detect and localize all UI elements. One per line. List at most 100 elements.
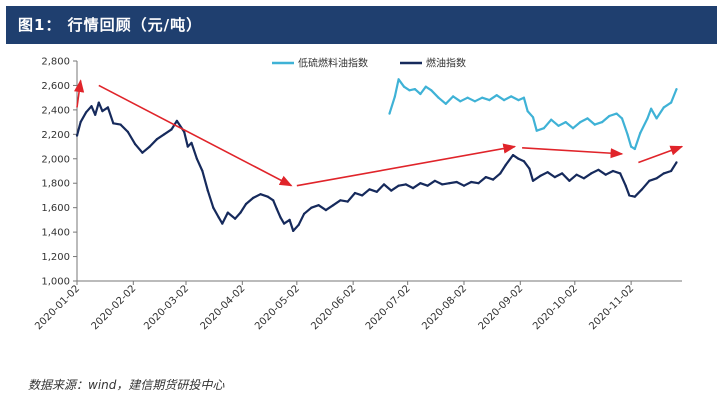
- data-point: [662, 106, 665, 109]
- series-1: [75, 101, 678, 232]
- data-point: [650, 107, 653, 110]
- data-point: [462, 184, 466, 187]
- data-point: [190, 141, 193, 144]
- data-point: [630, 145, 633, 148]
- data-point: [195, 157, 198, 160]
- x-tick-label: 2020-06-02: [309, 283, 358, 332]
- data-point: [163, 133, 166, 136]
- data-point: [368, 188, 371, 191]
- data-point: [424, 85, 427, 88]
- data-point: [106, 106, 109, 109]
- x-tick-label: 2020-11-02: [587, 283, 636, 332]
- x-tick-label: 2020-07-02: [364, 283, 413, 332]
- data-point: [332, 204, 335, 207]
- data-point: [675, 161, 678, 164]
- data-point: [412, 187, 415, 190]
- data-point: [266, 195, 269, 198]
- title-bar: 图1： 行情回顾（元/吨）: [6, 6, 717, 44]
- data-point: [628, 194, 631, 197]
- data-point: [292, 229, 295, 232]
- series-line: [388, 78, 678, 151]
- data-point: [390, 189, 393, 192]
- data-point: [646, 117, 649, 120]
- data-point: [455, 180, 458, 184]
- data-point: [590, 172, 593, 175]
- data-point: [662, 172, 665, 175]
- data-point: [375, 190, 378, 193]
- data-point: [655, 117, 658, 120]
- data-point: [433, 179, 436, 182]
- data-point: [112, 122, 115, 125]
- data-point: [346, 200, 349, 203]
- data-point: [611, 169, 615, 173]
- data-point: [608, 114, 611, 118]
- data-point: [481, 96, 484, 99]
- y-tick-label: 1,800: [41, 179, 70, 190]
- data-point: [675, 88, 678, 91]
- x-tick-label: 2020-09-02: [477, 283, 526, 332]
- data-point: [522, 160, 526, 163]
- data-point: [571, 127, 575, 130]
- data-point: [437, 96, 440, 99]
- data-point: [477, 182, 480, 185]
- data-point: [624, 184, 627, 187]
- y-tick-label: 2,200: [41, 130, 70, 141]
- data-point: [502, 99, 506, 102]
- trend-arrow: [74, 79, 85, 108]
- data-point: [404, 183, 407, 186]
- data-point: [597, 168, 600, 171]
- data-point: [402, 85, 406, 88]
- data-point: [252, 196, 255, 199]
- data-point: [633, 147, 636, 151]
- chart-series-layer: [75, 78, 678, 232]
- data-point: [539, 174, 542, 177]
- data-point: [141, 151, 144, 154]
- data-point: [353, 191, 357, 195]
- data-point: [561, 172, 564, 175]
- x-tick-label: 2020-01-02: [33, 283, 82, 332]
- data-point: [361, 194, 364, 197]
- data-point: [568, 179, 571, 182]
- data-point: [466, 96, 469, 99]
- data-point: [126, 130, 129, 133]
- data-point: [212, 206, 215, 209]
- data-point: [452, 95, 455, 98]
- data-point: [148, 145, 151, 148]
- data-point: [259, 193, 262, 196]
- data-point: [94, 113, 97, 116]
- data-point: [582, 177, 586, 180]
- data-point: [470, 180, 473, 184]
- data-point: [275, 207, 278, 210]
- data-point: [303, 212, 306, 215]
- data-point: [79, 121, 82, 124]
- data-point: [459, 100, 462, 103]
- legend-label: 低硫燃料油指数: [298, 57, 368, 70]
- data-point: [201, 169, 204, 173]
- data-point: [419, 182, 422, 185]
- trend-arrow: [522, 146, 624, 159]
- source-note: 数据来源：wind，建信期货研投中心: [28, 378, 225, 392]
- data-point: [626, 133, 629, 136]
- data-point: [90, 105, 93, 108]
- chart-title: 图1： 行情回顾（元/吨）: [18, 16, 203, 34]
- data-point: [234, 217, 237, 220]
- data-point: [542, 127, 546, 130]
- data-point: [324, 209, 327, 212]
- data-point: [297, 223, 300, 226]
- data-point: [579, 121, 582, 124]
- data-point: [557, 124, 560, 127]
- data-point: [430, 89, 433, 92]
- data-point: [499, 172, 502, 175]
- y-tick-label: 2,000: [41, 154, 70, 165]
- data-point: [206, 189, 209, 192]
- data-point: [413, 88, 416, 91]
- data-point: [484, 176, 487, 179]
- data-point: [564, 121, 567, 124]
- data-point: [419, 92, 422, 96]
- data-point: [640, 188, 644, 191]
- data-point: [546, 171, 549, 174]
- data-point: [615, 112, 618, 115]
- data-point: [183, 130, 186, 133]
- trend-arrows-layer: [74, 79, 684, 187]
- y-tick-label: 2,800: [41, 57, 70, 68]
